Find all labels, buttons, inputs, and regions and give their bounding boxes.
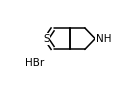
Text: NH: NH <box>96 34 112 44</box>
Text: S: S <box>43 34 50 44</box>
Text: HBr: HBr <box>25 58 44 68</box>
